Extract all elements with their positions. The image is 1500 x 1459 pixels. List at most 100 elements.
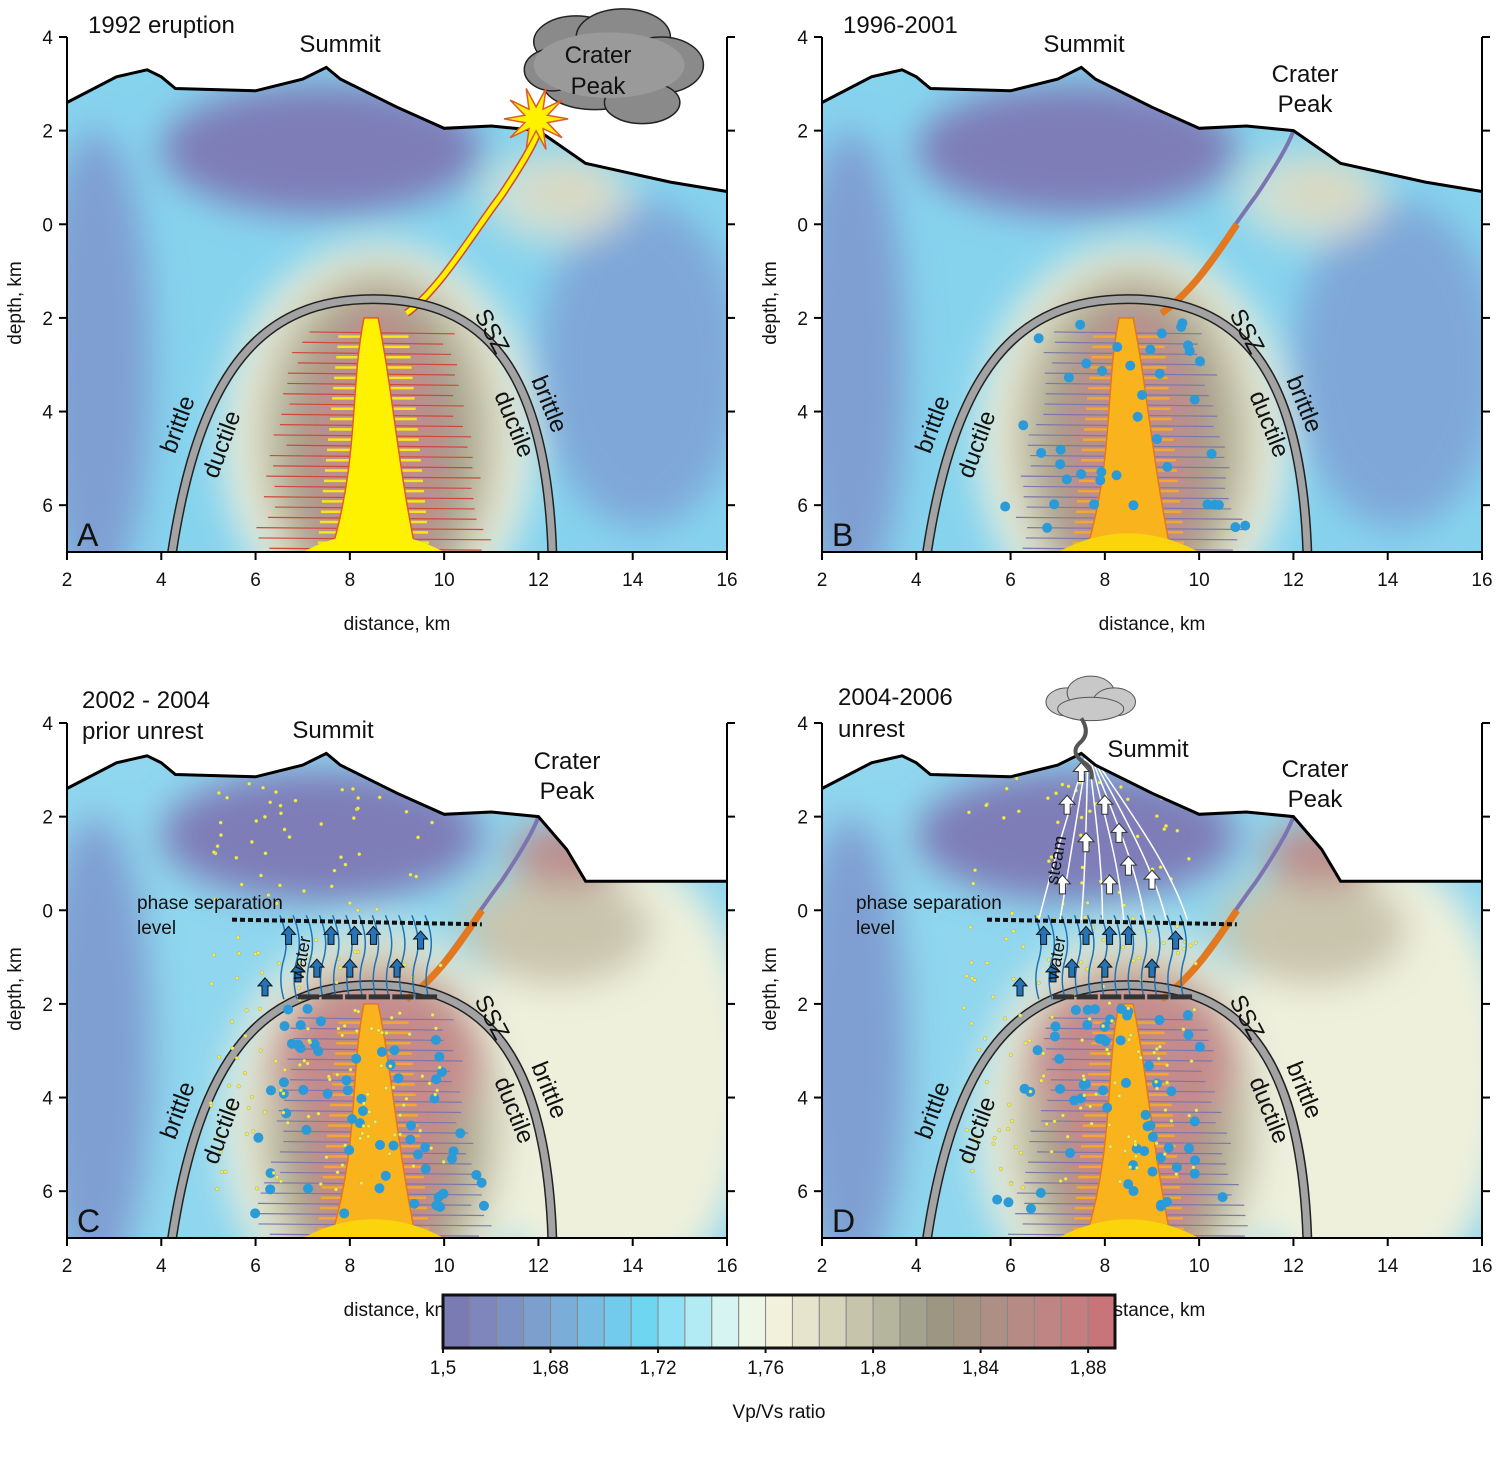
summit-label: Summit <box>1043 31 1125 58</box>
earthquake <box>1151 434 1162 445</box>
small-event <box>359 1181 364 1186</box>
x-tick-label: 10 <box>434 1256 455 1277</box>
small-event <box>1060 1113 1065 1118</box>
panel-label: A <box>77 517 99 553</box>
color-step <box>845 1294 874 1349</box>
earthquake <box>1154 368 1165 379</box>
water-channel <box>292 914 301 1000</box>
small-event <box>1049 1149 1054 1154</box>
earthquake <box>429 1093 440 1104</box>
small-event <box>236 935 241 940</box>
field <box>463 872 652 986</box>
crater-label: Crater <box>1282 756 1349 783</box>
earthquake <box>1147 1131 1158 1142</box>
color-step <box>603 1294 632 1349</box>
y-tick-label: 6 <box>797 496 808 517</box>
y-tick-label: 2 <box>42 122 53 143</box>
water-channel <box>358 914 367 1000</box>
small-event <box>251 1129 256 1134</box>
small-event <box>218 1149 223 1154</box>
earthquake <box>1128 1186 1139 1197</box>
small-event <box>281 1110 286 1115</box>
earthquake <box>342 1085 353 1096</box>
earthquake <box>253 1132 264 1143</box>
earthquake <box>1032 1045 1043 1056</box>
color-step <box>953 1294 982 1349</box>
small-event <box>244 1131 249 1136</box>
crater-label: Peak <box>1288 786 1344 813</box>
color-step <box>576 1294 605 1349</box>
earthquake <box>344 1145 355 1156</box>
water-channel <box>384 914 393 1000</box>
small-event <box>274 901 279 906</box>
small-event <box>997 1128 1002 1133</box>
small-event <box>216 790 221 795</box>
steam-arrow <box>1142 869 1162 890</box>
x-tick-label: 4 <box>911 1256 922 1277</box>
earthquake <box>347 1113 358 1124</box>
x-tick-label: 10 <box>434 570 455 591</box>
small-event <box>376 1028 381 1033</box>
water-channel <box>1034 914 1042 1000</box>
small-event <box>1191 1165 1196 1170</box>
flow-arrow <box>412 930 429 950</box>
x-tick-label: 4 <box>156 1256 167 1277</box>
x-tick-label: 12 <box>528 570 549 591</box>
small-event <box>1158 783 1163 788</box>
small-event <box>1083 915 1088 920</box>
small-event <box>218 833 223 838</box>
earthquake <box>1182 340 1193 351</box>
y-tick-label: 4 <box>42 403 53 424</box>
earthquake <box>471 1169 482 1180</box>
phase-label: level <box>137 918 176 939</box>
small-event <box>1193 940 1198 945</box>
y-tick-label: 2 <box>42 808 53 829</box>
x-tick-label: 14 <box>622 570 644 591</box>
y-tick-label: 6 <box>797 1182 808 1203</box>
panel-title: 1996-2001 <box>843 12 958 39</box>
water-channel <box>1166 914 1174 1000</box>
small-event <box>273 1059 278 1064</box>
earthquake <box>1049 499 1060 510</box>
small-event <box>243 1033 248 1038</box>
small-event <box>351 816 356 821</box>
small-event <box>387 1151 392 1156</box>
small-event <box>250 1095 255 1100</box>
earthquake <box>1070 1005 1081 1016</box>
small-event <box>430 820 435 825</box>
earthquake <box>1166 1086 1177 1097</box>
small-event <box>361 1101 366 1106</box>
earthquake <box>1143 1060 1154 1071</box>
colorbar-tick-label: 1,68 <box>532 1358 569 1379</box>
earthquake <box>1194 356 1205 367</box>
earthquake <box>393 1073 404 1084</box>
small-event <box>234 1056 239 1061</box>
small-event <box>998 1166 1003 1171</box>
colorbar-tick-label: 1,88 <box>1070 1358 1107 1379</box>
colorbar-frame <box>441 1293 1117 1350</box>
summit-label: Summit <box>299 31 381 58</box>
small-event <box>971 881 976 886</box>
small-event <box>977 1047 982 1052</box>
field <box>67 130 152 553</box>
earthquake <box>1116 1004 1127 1015</box>
small-event <box>258 1048 263 1053</box>
small-event <box>1004 786 1009 791</box>
small-event <box>301 888 306 893</box>
small-event <box>1046 957 1051 962</box>
water-channel <box>318 914 327 1000</box>
small-event <box>1052 1119 1057 1124</box>
small-event <box>398 1113 403 1118</box>
small-event <box>340 1033 345 1038</box>
small-event <box>1154 814 1159 819</box>
earthquake <box>992 1194 1003 1205</box>
small-event <box>1039 1078 1044 1083</box>
small-event <box>216 1134 221 1139</box>
flow-arrow <box>1063 958 1080 978</box>
small-event <box>991 1141 996 1146</box>
small-event <box>305 1026 310 1031</box>
earthquake <box>405 1134 416 1145</box>
small-event <box>398 1132 403 1137</box>
earthquake <box>406 1120 417 1131</box>
color-step <box>442 1294 471 1349</box>
